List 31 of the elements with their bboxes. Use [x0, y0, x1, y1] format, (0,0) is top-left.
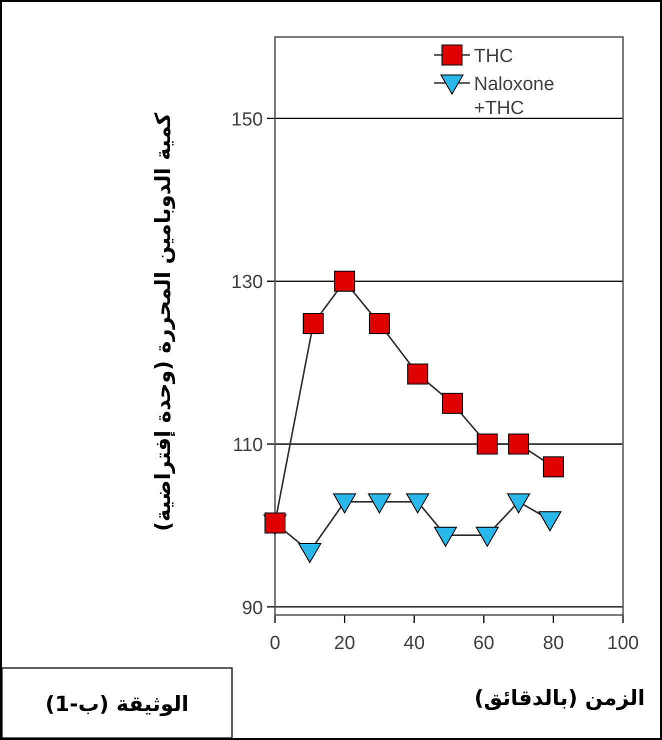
point	[538, 511, 562, 532]
x-tick-label: 100	[607, 633, 639, 654]
legend-label: Naloxone +THC	[474, 74, 554, 119]
point	[476, 434, 498, 455]
y-axis-title: كمية الدوبامين المحررة (وحدة إفتراضية)	[151, 112, 176, 532]
y-tick-label: 110	[232, 435, 263, 456]
x-tick-label: 0	[270, 633, 280, 654]
x-tick-label: 80	[542, 633, 564, 654]
y-tick-label: 150	[231, 109, 263, 130]
text: الوثيقة (ب-1)	[45, 692, 189, 717]
point	[298, 543, 322, 563]
point	[302, 313, 324, 334]
x-axis-title: الزمن (بالدقائق)	[474, 686, 645, 711]
point	[434, 526, 458, 547]
point	[368, 493, 391, 514]
point	[368, 313, 390, 334]
point	[507, 493, 530, 514]
point	[334, 270, 356, 292]
y-tick-label: 90	[242, 598, 263, 619]
point	[442, 392, 463, 414]
x-tick-label: 60	[473, 633, 494, 654]
legend-label: THC	[474, 46, 514, 67]
y-tick-label: 130	[231, 272, 263, 294]
point	[407, 364, 428, 385]
x-tick-label: 40	[404, 633, 425, 654]
point	[406, 493, 430, 514]
x-tick-label: 20	[334, 633, 356, 654]
point	[476, 526, 499, 547]
point	[542, 456, 564, 478]
point	[333, 493, 356, 514]
point	[508, 434, 530, 455]
